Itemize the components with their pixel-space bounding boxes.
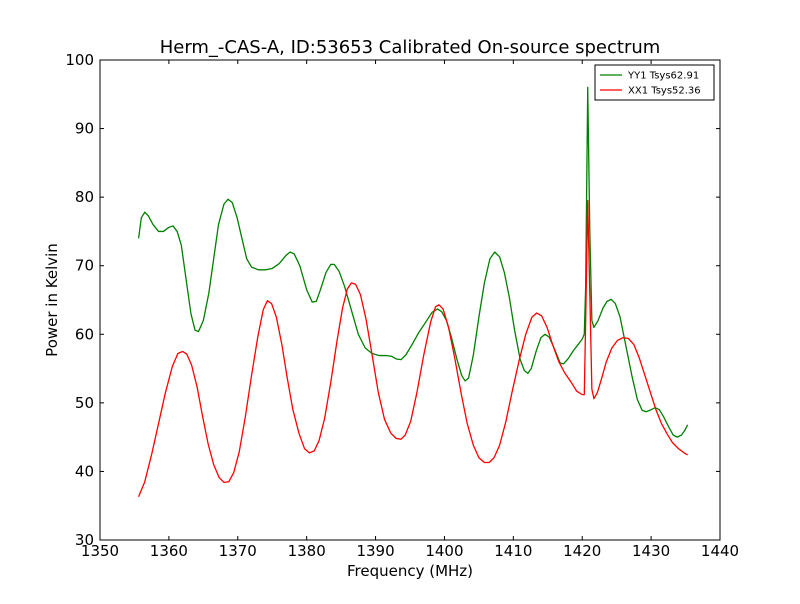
x-axis-label: Frequency (MHz) [347,562,473,580]
y-tick-label: 80 [75,188,94,206]
x-tick-label: 1410 [494,542,532,560]
x-tick-label: 1430 [632,542,670,560]
y-tick-label: 100 [65,51,94,69]
legend-label-yy1: YY1 Tsys62.91 [627,71,699,82]
x-tick-label: 1380 [288,542,326,560]
chart-title: Herm_-CAS-A, ID:53653 Calibrated On-sour… [160,37,661,58]
ticks-layer: 1350 1360 1370 1380 1390 1400 1410 1420 1430 1440… [65,51,739,560]
x-tick-label: 1360 [150,542,188,560]
x-tick-label: 1440 [701,542,739,560]
y-tick-label: 40 [75,462,94,480]
x-tick-label: 1420 [563,542,601,560]
y-axis-label: Power in Kelvin [43,243,61,357]
series-line-yy1 [137,86,689,438]
x-tick-label: 1390 [356,542,394,560]
y-tick-label: 90 [75,120,94,138]
y-tick-label: 60 [75,325,94,343]
y-tick-label: 30 [75,531,94,549]
legend: YY1 Tsys62.91 XX1 Tsys52.36 [594,64,715,101]
x-tick-label: 1400 [425,542,463,560]
y-tick-label: 70 [75,257,94,275]
series-line-xx1 [137,199,688,498]
legend-box [594,64,715,101]
y-tick-label: 50 [75,394,94,412]
x-tick-label: 1370 [219,542,257,560]
plot-area [100,60,720,540]
x-tick-label: 1350 [81,542,119,560]
axes-frame [99,59,721,541]
series-layer [137,86,689,498]
legend-label-xx1: XX1 Tsys52.36 [628,86,701,97]
